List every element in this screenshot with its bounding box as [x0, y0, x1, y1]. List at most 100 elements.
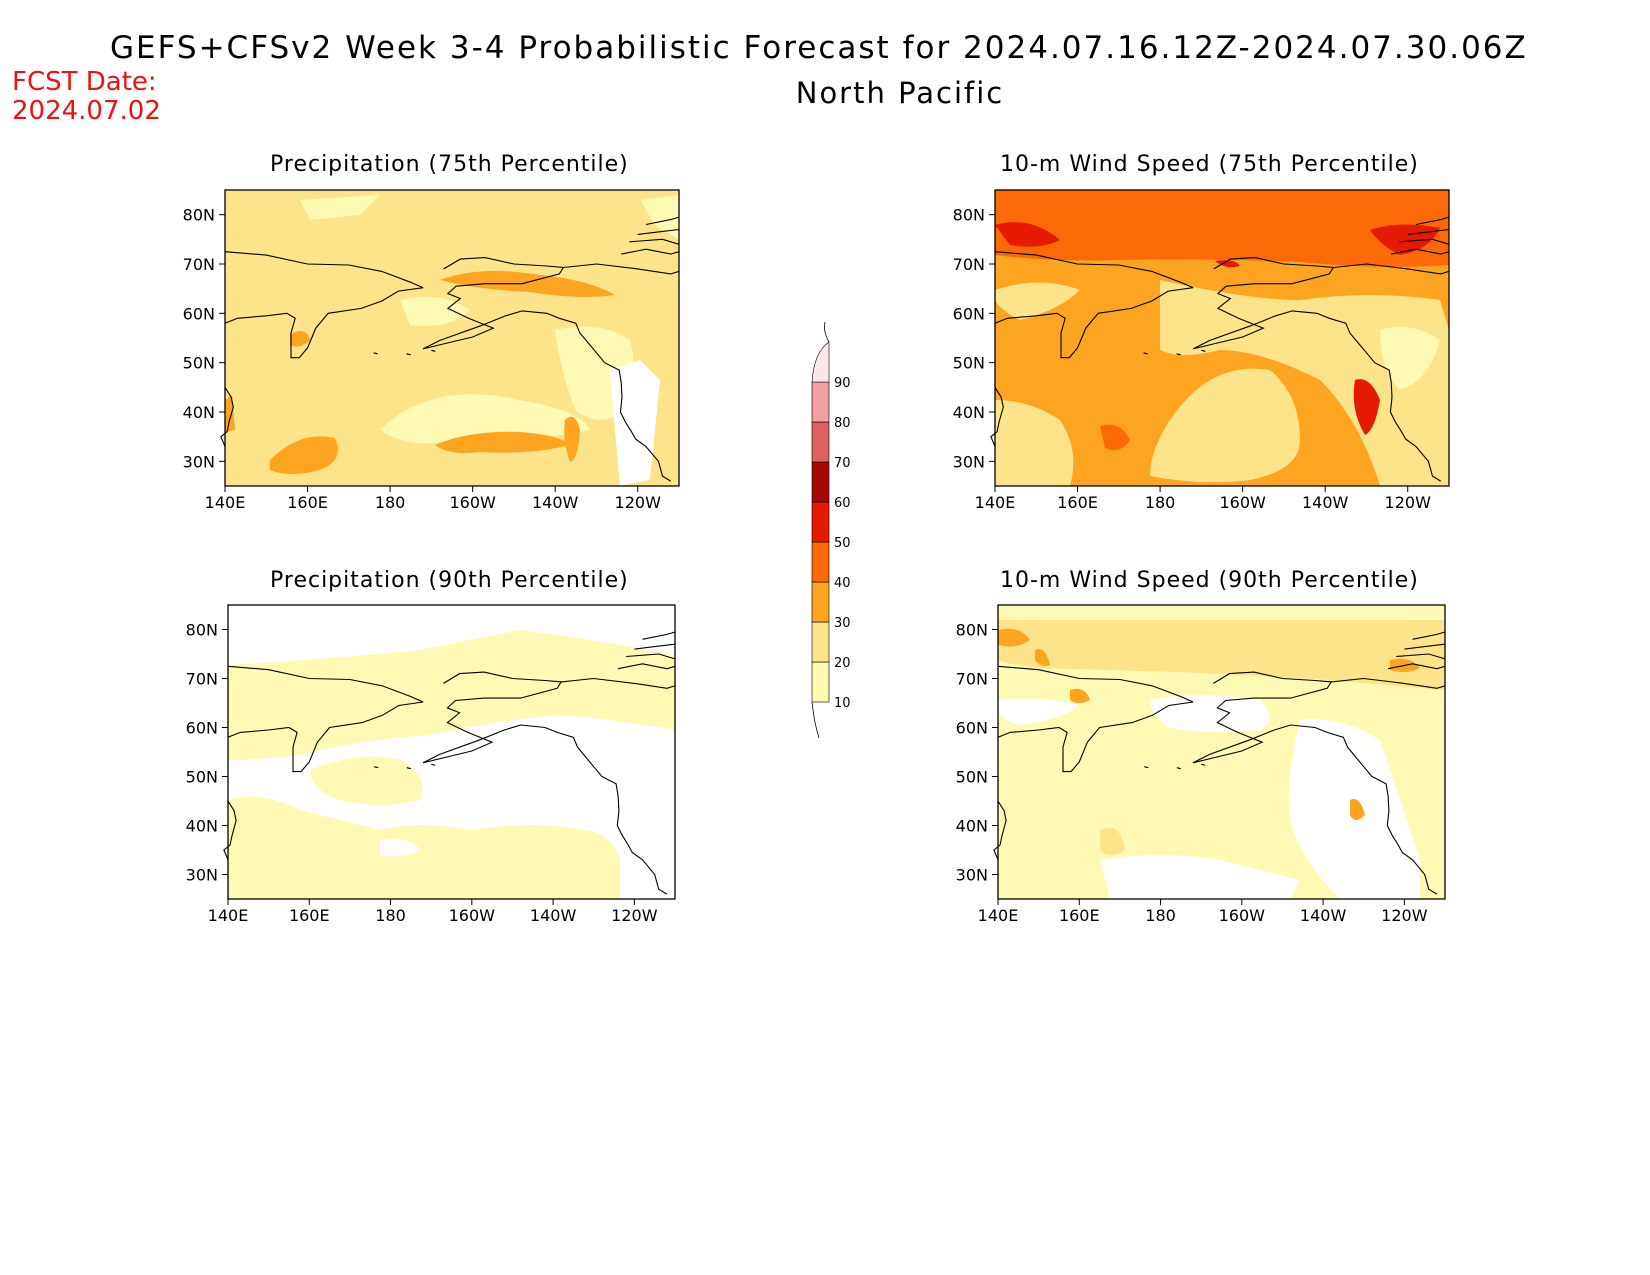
lon-label: 140W — [532, 493, 579, 512]
coastline — [621, 248, 680, 255]
panel-title-wind75: 10-m Wind Speed (75th Percentile) — [1000, 152, 1419, 177]
island-mark — [1201, 349, 1206, 352]
lon-label: 160E — [1059, 906, 1100, 925]
colorbar-label: 70 — [834, 456, 851, 471]
lon-label: 160E — [289, 906, 330, 925]
lat-label: 50N — [956, 768, 988, 787]
lat-label: 50N — [183, 354, 215, 373]
colorbar: 10 20 30 40 50 60 70 80 90 — [811, 321, 851, 739]
coastline — [637, 228, 680, 235]
colorbar-swatch — [811, 421, 830, 463]
coastline — [617, 663, 676, 670]
lat-label: 70N — [953, 255, 985, 274]
lon-label: 120W — [1381, 906, 1428, 925]
lon-label: 160W — [449, 493, 496, 512]
main-title: GEFS+CFSv2 Week 3-4 Probabilistic Foreca… — [110, 30, 1528, 66]
lon-label: 140E — [205, 493, 246, 512]
coastline — [1387, 663, 1446, 670]
lat-label: 60N — [183, 304, 215, 323]
lon-label: 140W — [1300, 906, 1347, 925]
coastline — [1331, 677, 1446, 689]
colorbar-end — [811, 701, 820, 739]
colorbar-swatch — [811, 381, 830, 423]
coastline — [1391, 248, 1450, 255]
coastline — [563, 263, 680, 275]
island-mark — [1176, 767, 1181, 770]
coastline — [1415, 216, 1450, 226]
island-mark — [373, 352, 378, 355]
lon-label: 140W — [530, 906, 577, 925]
lat-label: 30N — [953, 452, 985, 471]
coastline — [561, 677, 676, 689]
lon-label: 180 — [1145, 493, 1176, 512]
colorbar-swatch — [811, 501, 830, 543]
island-mark — [406, 353, 411, 356]
colorbar-label: 80 — [834, 416, 851, 431]
colorbar-swatch — [811, 461, 830, 503]
lon-label: 140E — [975, 493, 1016, 512]
coastline — [422, 671, 668, 895]
lat-label: 60N — [956, 719, 988, 738]
lon-label: 140E — [978, 906, 1019, 925]
lat-label: 50N — [953, 354, 985, 373]
lat-label: 70N — [186, 670, 218, 689]
coastline — [224, 251, 424, 289]
island-mark — [1143, 352, 1148, 355]
map-precip90 — [223, 604, 676, 900]
lon-label: 180 — [1145, 906, 1176, 925]
coastline — [223, 800, 237, 861]
coastline — [227, 701, 424, 773]
lat-label: 40N — [186, 817, 218, 836]
coastline — [224, 287, 424, 359]
panel-title-wind90: 10-m Wind Speed (90th Percentile) — [1000, 568, 1419, 593]
lon-label: 180 — [375, 493, 406, 512]
colorbar-label: 50 — [834, 536, 851, 551]
map-wind75 — [990, 189, 1450, 487]
colorbar-swatch — [811, 621, 830, 663]
colorbar-label: 40 — [834, 576, 851, 591]
coastline — [626, 653, 676, 660]
coastline — [1396, 653, 1446, 660]
island-mark — [374, 766, 379, 769]
panel-title-precip90: Precipitation (90th Percentile) — [270, 568, 629, 593]
region-subtitle: North Pacific — [795, 76, 1005, 110]
colorbar-end — [824, 321, 830, 343]
island-mark — [1144, 766, 1149, 769]
lon-label: 120W — [615, 493, 662, 512]
lat-label: 40N — [183, 403, 215, 422]
lon-label: 120W — [611, 906, 658, 925]
colorbar-label: 30 — [834, 616, 851, 631]
colorbar-label: 90 — [834, 376, 851, 391]
lat-label: 60N — [186, 719, 218, 738]
coastline — [994, 251, 1194, 289]
lon-label: 160W — [1219, 493, 1266, 512]
coastline — [227, 665, 424, 703]
colorbar-swatch — [811, 341, 830, 383]
lat-label: 60N — [953, 304, 985, 323]
coastline — [629, 238, 680, 245]
coastline — [634, 643, 676, 650]
coastline — [1192, 257, 1441, 482]
map-precip75 — [220, 189, 680, 487]
coastline — [220, 387, 234, 447]
forecast-date-label: FCST Date: — [12, 67, 157, 97]
lon-label: 160W — [449, 906, 496, 925]
colorbar-label: 10 — [834, 696, 851, 711]
lat-label: 80N — [953, 206, 985, 225]
lat-label: 70N — [956, 670, 988, 689]
lat-label: 30N — [183, 452, 215, 471]
coastline — [997, 665, 1194, 703]
coastline — [993, 800, 1007, 861]
coastline — [1333, 263, 1450, 275]
coastline — [1399, 238, 1450, 245]
lat-label: 70N — [183, 255, 215, 274]
colorbar-label: 20 — [834, 656, 851, 671]
colorbar-label: 60 — [834, 496, 851, 511]
lat-label: 30N — [186, 866, 218, 885]
coastline — [1407, 228, 1450, 235]
coastline — [645, 216, 680, 226]
colorbar-swatch — [811, 541, 830, 583]
map-wind90 — [993, 604, 1446, 900]
lon-label: 160E — [287, 493, 328, 512]
